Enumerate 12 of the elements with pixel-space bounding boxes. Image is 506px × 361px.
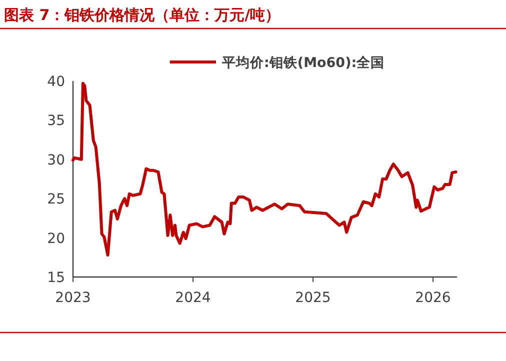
y-tick-label: 30: [47, 152, 65, 168]
x-tick-label: 2025: [295, 290, 331, 306]
x-tick-label: 2024: [175, 290, 211, 306]
x-tick-label: 2026: [415, 290, 451, 306]
y-tick-label: 20: [47, 230, 65, 247]
y-tick-label: 25: [47, 192, 65, 208]
y-tick-label: 15: [47, 270, 65, 286]
y-tick-label: 40: [47, 74, 65, 90]
y-tick-label: 35: [47, 113, 65, 130]
chart-title: 图表 7：钼铁价格情况（单位：万元/吨）: [4, 6, 280, 24]
legend-label: 平均价:钼铁(Mo60):全国: [221, 55, 385, 71]
x-tick-label: 2023: [55, 290, 91, 306]
